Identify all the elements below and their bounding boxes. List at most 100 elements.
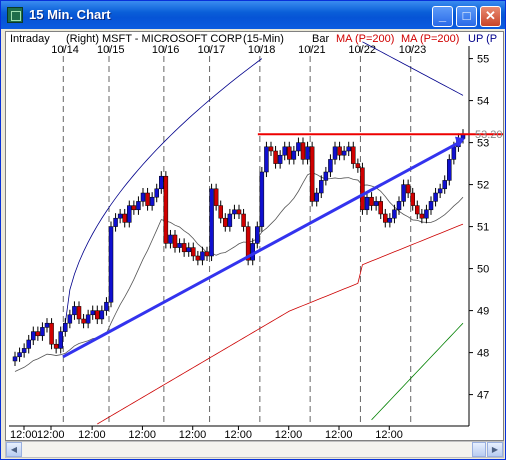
candle-body <box>383 213 388 223</box>
scroll-right-arrow-icon[interactable]: ▶ <box>487 442 503 457</box>
candle-body <box>245 226 251 261</box>
price-chart[interactable]: 47 48 49 50 51 52 53 54 55 10/14 10/15 10/16 10/17 10… <box>6 32 503 440</box>
candle-body <box>392 209 397 219</box>
candle-body <box>108 226 114 303</box>
candle-body <box>378 201 383 215</box>
candle-body <box>76 306 82 320</box>
candle-body <box>136 201 141 211</box>
candle-body <box>26 339 31 349</box>
candle-body <box>104 301 109 311</box>
candle-body <box>355 163 361 169</box>
candle-body <box>85 314 91 324</box>
candle-body <box>277 154 283 164</box>
price-tick-label: 50 <box>477 264 489 276</box>
candle-body <box>163 175 169 244</box>
candle-body <box>58 331 63 349</box>
time-label: 12:00 <box>78 429 106 440</box>
title-bar[interactable]: 15 Min. Chart _ □ ✕ <box>1 1 505 29</box>
ma-red-line <box>97 223 464 425</box>
chart-area[interactable]: Intraday (Right) MSFT - MICROSOFT CORP (… <box>5 31 504 441</box>
candle-body <box>140 192 146 202</box>
window-title: 15 Min. Chart <box>29 7 111 22</box>
candle-body <box>191 247 196 257</box>
candle-body <box>328 159 333 173</box>
candle-body <box>195 255 201 261</box>
date-label: 10/14 <box>51 44 79 56</box>
price-tick-label: 51 <box>477 222 489 234</box>
candle-body <box>346 146 351 152</box>
candle-body <box>259 171 265 227</box>
price-tick-label: 53 <box>477 138 489 150</box>
date-label: 10/15 <box>97 44 125 56</box>
horizontal-scrollbar[interactable]: ◀ ▶ <box>5 441 504 458</box>
candle-body <box>227 213 233 227</box>
candle-body <box>145 192 150 206</box>
close-button[interactable]: ✕ <box>480 6 501 27</box>
date-label: 10/18 <box>248 44 276 56</box>
candle-body <box>113 217 118 227</box>
candle-body <box>437 188 443 194</box>
resistance-label: 53.20 <box>475 129 503 141</box>
upper-band-right <box>362 41 464 96</box>
candle-body <box>447 159 452 181</box>
candle-body <box>209 188 214 257</box>
price-tick-label: 48 <box>477 348 489 360</box>
candle-body <box>241 213 246 227</box>
support-trendline <box>62 141 460 359</box>
date-label: 10/16 <box>152 44 180 56</box>
candle-body <box>90 310 95 316</box>
candle-body <box>337 146 342 156</box>
candle-body <box>305 146 310 160</box>
time-label: 12:00 <box>375 429 403 440</box>
candle-body <box>451 146 457 160</box>
candle-body <box>428 201 434 211</box>
candle-body <box>300 142 306 160</box>
candle-body <box>127 205 132 223</box>
candle-body <box>204 251 210 257</box>
candle-body <box>172 234 178 248</box>
time-label: 12:00 <box>128 429 156 440</box>
candle-body <box>373 201 379 206</box>
candle-body <box>17 352 22 358</box>
candle-body <box>218 205 223 219</box>
candle-body <box>21 348 27 353</box>
candle-body <box>387 217 393 223</box>
candle-body <box>177 243 182 248</box>
style-label: Bar <box>312 33 330 45</box>
symbol-label: MSFT - MICROSOFT CORP <box>102 33 243 45</box>
candle-body <box>131 205 137 211</box>
upper-band-left <box>64 58 263 324</box>
ma3-label: UP (P <box>468 33 498 45</box>
candle-body <box>351 146 356 164</box>
date-label: 10/17 <box>198 44 226 56</box>
candle-body <box>396 201 402 211</box>
candle-body <box>213 188 219 206</box>
candle-body <box>117 213 123 219</box>
date-label: 10/22 <box>348 44 376 56</box>
trendline-arrowhead <box>455 136 465 148</box>
price-tick-label: 49 <box>477 306 489 318</box>
candle-body <box>433 192 438 202</box>
candle-body <box>360 167 365 211</box>
time-label: 12:00 <box>37 429 65 440</box>
date-label: 10/21 <box>298 44 326 56</box>
candle-body <box>12 356 18 362</box>
time-label: 12:00 <box>275 429 303 440</box>
time-label: 12:00 <box>325 429 353 440</box>
period-label: (15-Min) <box>243 33 284 45</box>
candle-body <box>200 251 205 261</box>
candle-body <box>323 171 329 181</box>
maximize-button[interactable]: □ <box>456 6 477 27</box>
candle-body <box>268 146 274 152</box>
candle-body <box>181 243 187 253</box>
candle-body <box>122 213 127 223</box>
scroll-left-arrow-icon[interactable]: ◀ <box>6 442 22 457</box>
minimize-button[interactable]: _ <box>432 6 453 27</box>
scroll-thumb[interactable] <box>472 442 486 457</box>
candle-body <box>273 150 278 164</box>
candle-body <box>81 318 86 324</box>
candle-body <box>95 310 100 320</box>
candle-body <box>415 205 420 215</box>
candle-body <box>232 209 237 215</box>
candle-body <box>332 146 338 160</box>
